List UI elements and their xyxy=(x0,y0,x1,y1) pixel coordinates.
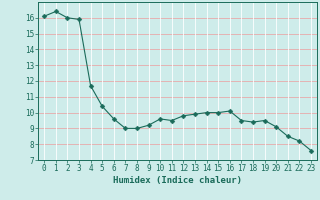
X-axis label: Humidex (Indice chaleur): Humidex (Indice chaleur) xyxy=(113,176,242,185)
